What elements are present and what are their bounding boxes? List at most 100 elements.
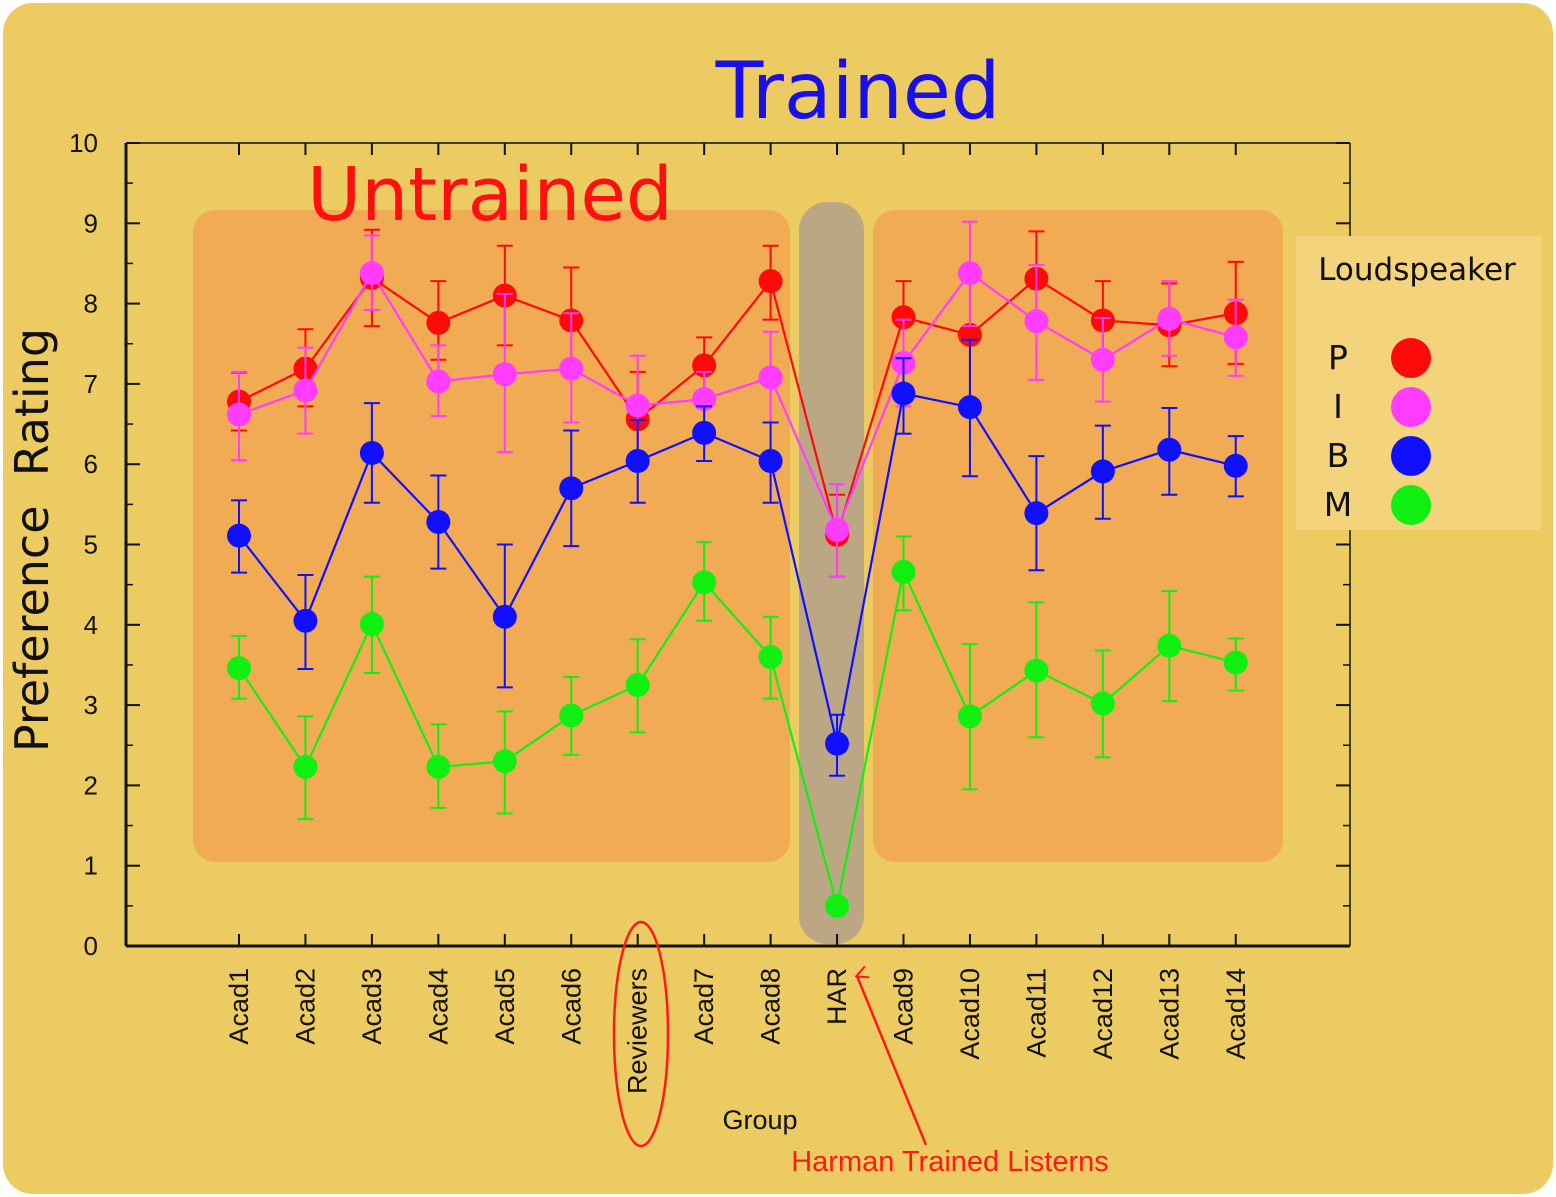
- legend-background: [1296, 236, 1541, 530]
- data-point-M: [1090, 691, 1115, 716]
- x-tick-label: Acad2: [290, 968, 320, 1045]
- x-tick-label: Acad14: [1221, 968, 1251, 1060]
- data-point-B: [492, 604, 517, 629]
- data-point-I: [227, 402, 251, 427]
- data-point-I: [957, 261, 982, 286]
- x-tick-label: Acad1: [224, 968, 254, 1045]
- data-point-I: [559, 356, 584, 381]
- data-point-I: [1223, 325, 1248, 350]
- y-tick-label: 5: [84, 530, 98, 560]
- data-point-P: [758, 269, 783, 294]
- y-tick-label: 3: [84, 690, 98, 720]
- legend-label-B: B: [1327, 436, 1350, 475]
- data-point-B: [227, 523, 251, 548]
- data-point-M: [625, 673, 650, 698]
- data-point-I: [692, 387, 717, 412]
- data-point-B: [692, 420, 717, 445]
- trained-annotation: Trained: [715, 47, 1001, 137]
- data-point-B: [1223, 453, 1248, 478]
- data-point-P: [426, 310, 451, 335]
- series-line-B: [238, 392, 1237, 744]
- y-tick-label: 8: [84, 289, 98, 319]
- data-point-M: [758, 644, 783, 669]
- x-tick-label: Acad5: [490, 968, 520, 1045]
- data-point-B: [625, 448, 650, 473]
- data-point-I: [625, 393, 650, 418]
- series-line-P: [238, 276, 1236, 539]
- data-point-B: [293, 608, 318, 633]
- x-tick-label: Reviewers: [623, 968, 653, 1094]
- data-point-M: [891, 559, 916, 584]
- data-point-B: [825, 731, 850, 756]
- x-tick-label: Acad12: [1088, 968, 1118, 1060]
- legend-marker-P: [1391, 338, 1431, 378]
- x-tick-label: Acad7: [689, 968, 719, 1045]
- y-tick-label: 1: [84, 851, 98, 881]
- data-point-M: [359, 611, 384, 636]
- data-point-M: [1223, 650, 1248, 675]
- data-point-B: [359, 440, 384, 465]
- data-point-M: [227, 656, 251, 681]
- data-point-M: [559, 703, 584, 728]
- series-line-I: [238, 270, 1237, 533]
- y-tick-label: 0: [84, 931, 98, 961]
- x-tick-label: Acad4: [423, 968, 453, 1045]
- data-point-M: [1024, 658, 1049, 683]
- data-point-M: [1157, 633, 1182, 658]
- data-point-B: [758, 448, 783, 473]
- x-tick-label: Acad8: [756, 968, 786, 1045]
- data-point-B: [426, 510, 451, 535]
- x-tick-label: HAR: [822, 968, 852, 1025]
- legend-marker-B: [1391, 436, 1431, 476]
- x-tick-label: Acad10: [955, 968, 985, 1060]
- data-point-P: [891, 305, 916, 330]
- data-point-I: [1024, 309, 1049, 334]
- x-tick-label: Acad3: [357, 968, 387, 1045]
- data-point-B: [1157, 437, 1182, 462]
- data-point-B: [1090, 459, 1115, 484]
- data-point-M: [492, 749, 517, 774]
- x-axis-title: Group: [722, 1105, 797, 1135]
- data-point-M: [957, 704, 982, 729]
- har-highlight-band: [799, 202, 864, 944]
- data-point-M: [692, 570, 717, 595]
- har-annotation: Harman Trained Listerns: [791, 1146, 1109, 1178]
- legend-label-M: M: [1324, 485, 1352, 524]
- untrained-annotation: Untrained: [307, 152, 673, 238]
- data-point-I: [359, 261, 384, 286]
- x-tick-label: Acad9: [889, 968, 919, 1045]
- data-point-M: [293, 754, 318, 779]
- legend-marker-I: [1391, 387, 1431, 427]
- data-point-P: [957, 322, 982, 347]
- y-tick-label: 9: [84, 208, 98, 238]
- data-series: [227, 220, 1248, 918]
- reviewers-highlight-ellipse: [612, 920, 670, 1148]
- untrained-panel: [193, 210, 790, 862]
- x-tick-label: Acad6: [556, 968, 586, 1045]
- data-point-I: [293, 378, 318, 403]
- trained-panel-academic: [873, 210, 1283, 862]
- y-tick-label: 10: [69, 128, 98, 158]
- data-point-I: [1090, 347, 1115, 372]
- har-arrow: [857, 976, 928, 1146]
- data-point-I: [825, 518, 850, 543]
- y-tick-label: 4: [84, 610, 98, 640]
- data-point-B: [891, 381, 916, 406]
- data-point-M: [825, 893, 850, 918]
- y-tick-label: 6: [84, 449, 98, 479]
- data-point-I: [426, 369, 451, 394]
- x-tick-label: Acad13: [1154, 968, 1184, 1060]
- data-point-M: [426, 754, 451, 779]
- legend-label-I: I: [1333, 387, 1343, 426]
- legend-label-P: P: [1328, 338, 1348, 377]
- data-point-I: [758, 365, 783, 390]
- data-point-B: [1024, 501, 1049, 526]
- series-M: [227, 535, 1248, 918]
- series-line-M: [238, 568, 1237, 907]
- y-axis-title: Preference Rating: [5, 328, 59, 752]
- y-tick-label: 7: [84, 369, 98, 399]
- series-B: [227, 338, 1248, 777]
